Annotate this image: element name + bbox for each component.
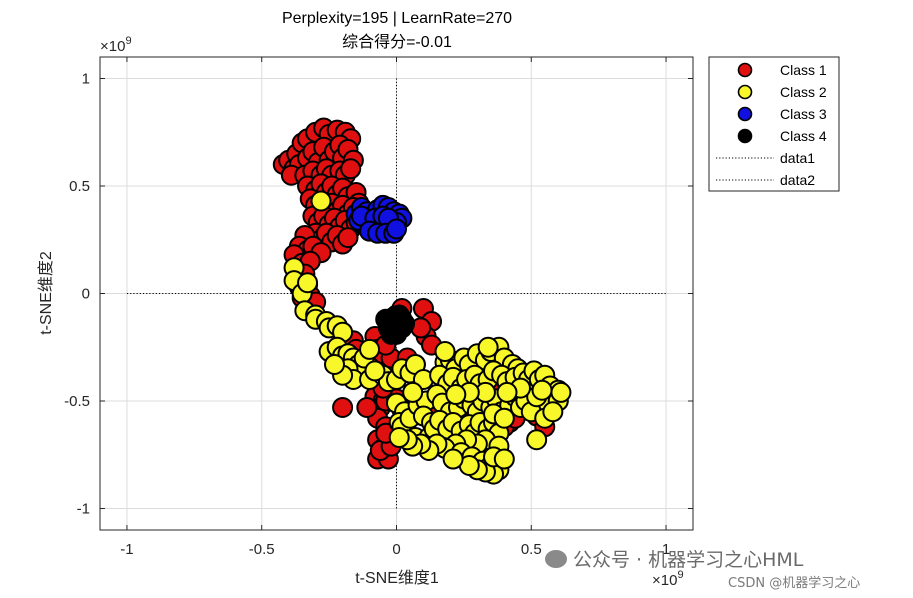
x-exponent-base: ×10 (652, 572, 677, 589)
x-tick-label: 0.5 (521, 541, 542, 558)
data-point (493, 448, 515, 470)
y-axis-label: t-SNE维度2 (37, 251, 55, 335)
y-tick-label: -0.5 (64, 393, 90, 410)
reference-lines (126, 78, 667, 509)
y-exponent-power: 9 (125, 35, 131, 47)
y-tick-label: -1 (77, 501, 90, 518)
data-point (364, 360, 386, 382)
data-point (332, 396, 354, 418)
legend-label: Class 1 (780, 62, 827, 78)
x-tick-label: 1 (662, 541, 670, 558)
legend-label: data1 (780, 150, 815, 166)
data-point (388, 304, 410, 326)
axis-ticks: -1 -0.5 0 0.5 1 -1 -0.5 0 0.5 1 (64, 57, 693, 558)
data-points (272, 117, 572, 485)
y-exponent-label: ×109 (100, 35, 132, 55)
series-class-3 (345, 194, 413, 244)
data-point (388, 427, 410, 449)
data-point (337, 227, 359, 249)
series-class-4 (375, 304, 416, 345)
data-point (496, 381, 518, 403)
legend-marker (737, 106, 753, 122)
data-point (526, 429, 548, 451)
x-tick-label: -0.5 (249, 541, 275, 558)
data-point (356, 396, 378, 418)
x-axis-label: t-SNE维度1 (355, 569, 439, 587)
y-tick-label: 0 (82, 286, 90, 303)
wechat-icon (545, 550, 567, 568)
y-tick-label: 0.5 (69, 178, 90, 195)
watermark-wechat: 公众号 · 机器学习之心HML (545, 545, 803, 572)
data-point (445, 384, 467, 406)
data-point (493, 407, 515, 429)
chart-subtitle: 综合得分=-0.01 (342, 33, 452, 51)
series-class-2 (283, 190, 572, 485)
data-point (359, 338, 381, 360)
data-point (434, 341, 456, 363)
x-exponent-label: ×109 (652, 569, 684, 589)
legend-label: Class 2 (780, 84, 827, 100)
legend: Class 1 Class 2 Class 3 Class 4 data1 data2 (708, 56, 840, 192)
x-tick-label: 0 (392, 541, 400, 558)
legend-marker (737, 128, 753, 144)
watermark-csdn: CSDN @机器学习之心 (728, 576, 861, 591)
legend-label: data2 (780, 172, 815, 188)
legend-marker (737, 84, 753, 100)
legend-box (708, 56, 840, 192)
x-exponent-power: 9 (677, 569, 683, 581)
y-exponent-base: ×10 (100, 38, 125, 55)
watermark-wechat-text: 公众号 · 机器学习之心HML (573, 549, 804, 571)
data-point (340, 158, 362, 180)
data-point (442, 448, 464, 470)
data-point (477, 336, 499, 358)
data-point (531, 379, 553, 401)
data-point (324, 353, 346, 375)
data-point (310, 190, 332, 212)
x-tick-label: -1 (120, 541, 133, 558)
legend-label: Class 3 (780, 106, 827, 122)
data-point (402, 381, 424, 403)
data-point (550, 381, 572, 403)
data-point (386, 218, 407, 240)
legend-marker (737, 62, 753, 78)
legend-label: Class 4 (780, 128, 827, 144)
chart-title: Perplexity=195 | LearnRate=270 (282, 10, 512, 27)
data-point (542, 401, 564, 423)
data-point (297, 272, 319, 294)
y-tick-label: 1 (82, 71, 90, 88)
